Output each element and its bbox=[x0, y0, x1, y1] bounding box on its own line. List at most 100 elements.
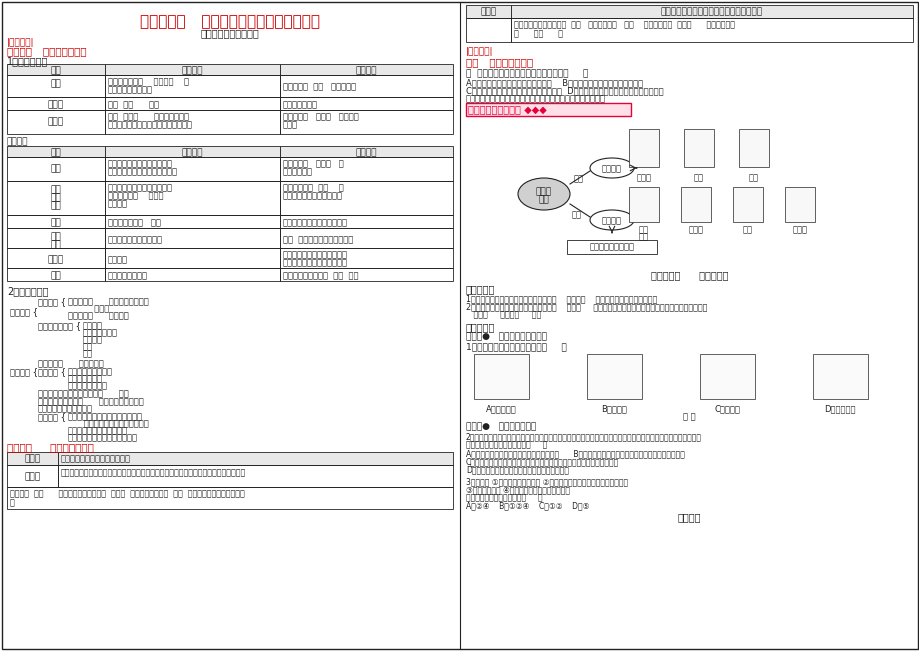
Text: 知识点二     实验室安全规则: 知识点二 实验室安全规则 bbox=[7, 442, 94, 452]
Bar bbox=[105, 157, 279, 181]
Bar bbox=[279, 268, 452, 281]
Text: 防止烫损和腐蚀: 防止烫损和腐蚀 bbox=[283, 100, 318, 109]
Text: 回收废物，洗净仪器，摆好用品，注意环保: 回收废物，洗净仪器，摆好用品，注意环保 bbox=[660, 7, 762, 16]
Text: 2．化学是以科学实验为基础的科学，严谨的科学态度，合理的实验步骤和规范的操作方法是获得可靠实验结论的基: 2．化学是以科学实验为基础的科学，严谨的科学态度，合理的实验步骤和规范的操作方法… bbox=[466, 432, 701, 441]
Text: 试管夹、试管架、坩埚钳: 试管夹、试管架、坩埚钳 bbox=[38, 404, 93, 413]
Bar bbox=[279, 75, 452, 97]
Bar bbox=[7, 75, 105, 97]
Text: （续表）: （续表） bbox=[7, 137, 28, 146]
Text: 安全规则: 安全规则 bbox=[601, 216, 621, 225]
Text: 遵守: 遵守 bbox=[572, 210, 582, 219]
Text: 烧杯: 烧杯 bbox=[51, 164, 62, 173]
Text: （固体）: （固体） bbox=[83, 321, 103, 330]
Text: 认识: 认识 bbox=[573, 174, 584, 183]
Text: ③随意丢弃药品 ④将剩余药品放入规定的容器内: ③随意丢弃药品 ④将剩余药品放入规定的容器内 bbox=[466, 485, 570, 494]
Text: 知识点●   实验室安全规则: 知识点● 实验室安全规则 bbox=[466, 422, 536, 431]
Text: 常用仪器: 常用仪器 bbox=[601, 164, 621, 173]
Bar bbox=[812, 354, 867, 399]
Text: 2．科学探究的基本环节包括：提出问题、    猜想与     ，收集证据（包括设计实验方案、进行实验等）、获得: 2．科学探究的基本环节包括：提出问题、 猜想与 ，收集证据（包括设计实验方案、进… bbox=[466, 302, 707, 311]
Bar bbox=[7, 64, 105, 75]
Text: 用作  较大量      液体反应的容器: 用作 较大量 液体反应的容器 bbox=[108, 112, 188, 121]
Text: （取用粉末状或小颗粒固体）: （取用粉末状或小颗粒固体） bbox=[68, 419, 149, 428]
Bar bbox=[466, 103, 630, 116]
Text: 主要用途: 主要用途 bbox=[182, 66, 203, 75]
Text: 应的容器，在常温或加热时使用: 应的容器，在常温或加热时使用 bbox=[108, 167, 177, 176]
Bar bbox=[7, 97, 105, 110]
Bar bbox=[629, 187, 658, 222]
Text: D．长颈漏斗: D．长颈漏斗 bbox=[823, 404, 855, 413]
Text: 用于加热: 用于加热 bbox=[108, 255, 128, 264]
Text: 本保证。以下做法不正确的是（     ）: 本保证。以下做法不正确的是（ ） bbox=[466, 440, 547, 449]
Bar bbox=[7, 465, 58, 487]
Text: 玻璃水槽不能  加热    ，: 玻璃水槽不能 加热 ， bbox=[283, 183, 344, 192]
Text: 洗涤  后才能再去吸取其他药品: 洗涤 后才能再去吸取其他药品 bbox=[283, 235, 353, 244]
Ellipse shape bbox=[589, 210, 633, 230]
Bar bbox=[7, 248, 105, 268]
Text: 烧杯: 烧杯 bbox=[748, 173, 758, 182]
Bar bbox=[7, 181, 105, 215]
Bar bbox=[586, 354, 641, 399]
Text: A．实验前充分预习，明确实验的目的和步骤      B．实验前用简单的文字或图表设计出实验步骤流程图: A．实验前充分预习，明确实验的目的和步骤 B．实验前用简单的文字或图表设计出实验… bbox=[466, 449, 684, 458]
Text: 镊子（取用块状或较大颗粒固体）: 镊子（取用块状或较大颗粒固体） bbox=[68, 412, 142, 421]
Text: D．实验中发生意外，立刻停止实验，向老师报告: D．实验中发生意外，立刻停止实验，向老师报告 bbox=[466, 465, 568, 474]
Ellipse shape bbox=[517, 178, 570, 210]
Bar bbox=[466, 18, 510, 42]
Text: 加热仪器：      、酒精喷灯: 加热仪器： 、酒精喷灯 bbox=[38, 359, 104, 368]
Text: 检查用品，听从指挥，爱护仪器，节约药品，细心观察，准确记录，注意安全，保持整洁: 检查用品，听从指挥，爱护仪器，节约药品，细心观察，准确记录，注意安全，保持整洁 bbox=[61, 468, 246, 477]
Text: |知识点练|: |知识点练| bbox=[7, 38, 35, 47]
Text: 用作配制溶液和较大量液体反: 用作配制溶液和较大量液体反 bbox=[108, 159, 173, 168]
Text: 固定和支撑的仪器：      （带铁夹、铁圈）、: 固定和支撑的仪器： （带铁夹、铁圈）、 bbox=[38, 397, 143, 406]
Text: 使其受热均匀: 使其受热均匀 bbox=[283, 167, 312, 176]
Bar bbox=[738, 129, 768, 167]
Text: 课时作业: 课时作业 bbox=[677, 512, 700, 522]
Bar bbox=[7, 215, 105, 228]
Bar bbox=[510, 18, 912, 42]
Text: 室: 室 bbox=[10, 498, 15, 507]
Text: 1．仪器的介绍: 1．仪器的介绍 bbox=[7, 56, 49, 66]
Text: 热均匀: 热均匀 bbox=[283, 120, 298, 129]
Bar bbox=[784, 187, 814, 222]
Text: 用于存放液体试剂: 用于存放液体试剂 bbox=[108, 271, 148, 280]
Bar bbox=[7, 146, 105, 157]
Text: 常用仪器 {: 常用仪器 { bbox=[10, 307, 38, 316]
Text: 滴管: 滴管 bbox=[639, 232, 648, 241]
Bar bbox=[105, 110, 279, 134]
Text: 1．下列玻璃仪器名称错误的是（     ）: 1．下列玻璃仪器名称错误的是（ ） bbox=[466, 342, 566, 351]
Bar bbox=[105, 146, 279, 157]
Bar bbox=[7, 268, 105, 281]
Text: （气体）: （气体） bbox=[83, 335, 103, 344]
Text: 图 一: 图 一 bbox=[683, 412, 695, 421]
Bar bbox=[629, 129, 658, 167]
Text: 到实验室去   化学实验基本技能训练（一）: 到实验室去 化学实验基本技能训练（一） bbox=[140, 14, 320, 29]
Text: 的      容器      内: 的 容器 内 bbox=[514, 29, 562, 38]
Text: 量筒（量体积）: 量筒（量体积） bbox=[68, 374, 103, 383]
Text: |示例展示|: |示例展示| bbox=[466, 47, 493, 56]
Text: 和气体发生装置。在常温或加热时使用: 和气体发生装置。在常温或加热时使用 bbox=[108, 120, 193, 129]
Text: 用于量度液体的   体积: 用于量度液体的 体积 bbox=[108, 218, 161, 227]
Bar bbox=[566, 240, 656, 254]
Bar bbox=[7, 452, 58, 465]
Text: 到实验: 到实验 bbox=[536, 187, 551, 196]
Bar bbox=[7, 110, 105, 134]
Text: 酒精灯: 酒精灯 bbox=[48, 255, 64, 264]
Text: 实验前: 实验前 bbox=[25, 454, 40, 463]
Text: C．实验前把实验报告中有关的现象和结论全写好，以便在实验中进行对照: C．实验前把实验报告中有关的现象和结论全写好，以便在实验中进行对照 bbox=[466, 457, 618, 466]
Text: 直接加热：      、蒸发皿、坩埚、: 直接加热： 、蒸发皿、坩埚、 bbox=[68, 297, 149, 306]
Bar bbox=[105, 64, 279, 75]
Text: 用于吸取和滴加少量液体: 用于吸取和滴加少量液体 bbox=[108, 235, 163, 244]
Text: 集气瓶用于收集或储存少量气: 集气瓶用于收集或储存少量气 bbox=[108, 183, 173, 192]
Text: 常用仪器 {: 常用仪器 { bbox=[10, 367, 38, 376]
Text: 铁架台: 铁架台 bbox=[687, 225, 703, 234]
Text: 水槽: 水槽 bbox=[83, 349, 93, 358]
Text: 量筒: 量筒 bbox=[51, 218, 62, 227]
Bar bbox=[58, 452, 452, 465]
Bar bbox=[279, 228, 452, 248]
Bar bbox=[279, 248, 452, 268]
Text: 瓶、: 瓶、 bbox=[51, 193, 62, 202]
Text: 知识点●   实见实验安全全规则: 知识点● 实见实验安全全规则 bbox=[466, 332, 547, 341]
Text: 例  下列做法不符合实验室安全守则的是（     ）: 例 下列做法不符合实验室安全守则的是（ ） bbox=[466, 69, 587, 78]
Text: 效果检测：: 效果检测： bbox=[466, 322, 494, 332]
Text: 3．实验时 ①使用酒精灯时闻气味 ②注意不要将鼻子凑到容器口闻药品气味: 3．实验时 ①使用酒精灯时闻气味 ②注意不要将鼻子凑到容器口闻药品气味 bbox=[466, 477, 628, 486]
Bar bbox=[105, 181, 279, 215]
Text: 实验时: 实验时 bbox=[25, 472, 40, 481]
